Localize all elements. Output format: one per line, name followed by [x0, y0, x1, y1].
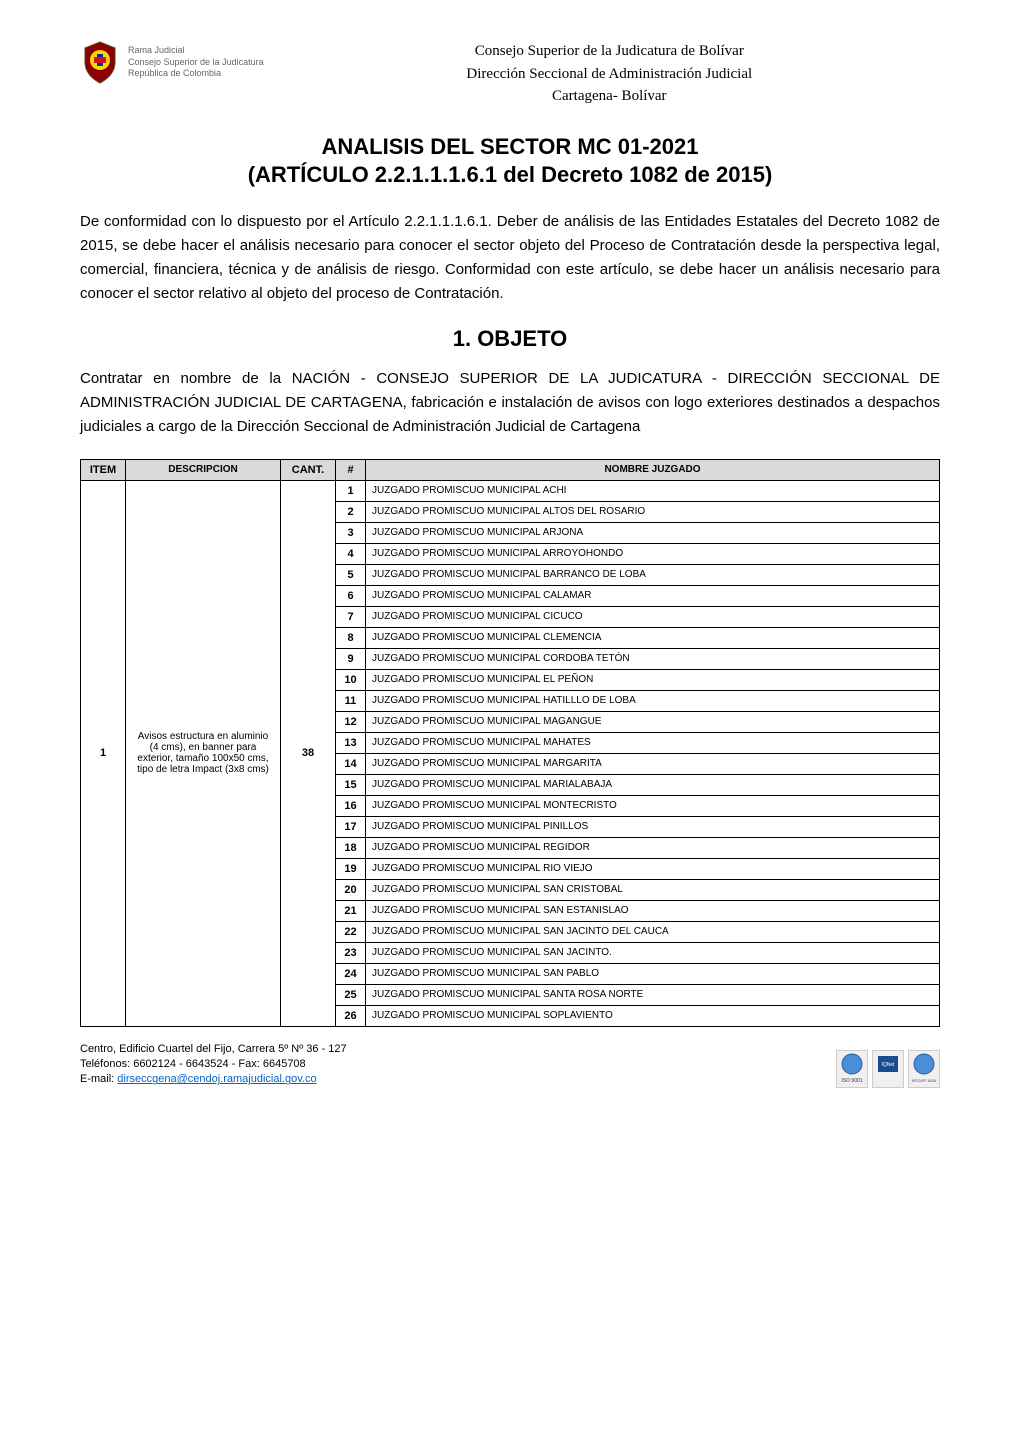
td-num: 24 — [336, 963, 366, 984]
td-cant: 38 — [281, 480, 336, 1026]
td-num: 11 — [336, 690, 366, 711]
td-num: 17 — [336, 816, 366, 837]
td-num: 19 — [336, 858, 366, 879]
td-nombre: JUZGADO PROMISCUO MUNICIPAL REGIDOR — [366, 837, 940, 858]
logo-line1: Rama Judicial — [128, 45, 264, 57]
shield-icon — [80, 40, 120, 85]
td-nombre: JUZGADO PROMISCUO MUNICIPAL MAHATES — [366, 732, 940, 753]
title-line2: (ARTÍCULO 2.2.1.1.1.6.1 del Decreto 1082… — [80, 161, 940, 190]
svg-text:ISO 9001: ISO 9001 — [841, 1078, 862, 1084]
title-line1: ANALISIS DEL SECTOR MC 01-2021 — [80, 133, 940, 162]
td-num: 5 — [336, 564, 366, 585]
header-center: Consejo Superior de la Judicatura de Bol… — [279, 40, 940, 108]
iqnet-icon: IQNet — [874, 1052, 902, 1086]
td-num: 13 — [336, 732, 366, 753]
footer: Centro, Edificio Cuartel del Fijo, Carre… — [80, 1042, 940, 1088]
td-nombre: JUZGADO PROMISCUO MUNICIPAL PINILLOS — [366, 816, 940, 837]
td-num: 3 — [336, 522, 366, 543]
td-nombre: JUZGADO PROMISCUO MUNICIPAL SAN JACINTO … — [366, 921, 940, 942]
td-num: 10 — [336, 669, 366, 690]
intro-paragraph: De conformidad con lo dispuesto por el A… — [80, 210, 940, 306]
th-item: ITEM — [81, 459, 126, 480]
td-num: 22 — [336, 921, 366, 942]
td-nombre: JUZGADO PROMISCUO MUNICIPAL CALAMAR — [366, 585, 940, 606]
td-nombre: JUZGADO PROMISCUO MUNICIPAL EL PEÑON — [366, 669, 940, 690]
juzgados-table: ITEM DESCRIPCION CANT. # NOMBRE JUZGADO … — [80, 459, 940, 1027]
td-nombre: JUZGADO PROMISCUO MUNICIPAL ARJONA — [366, 522, 940, 543]
cert-badge-iqnet: IQNet — [872, 1050, 904, 1088]
icontec-ntcgp-icon: NTCGP 1000 — [910, 1052, 938, 1086]
td-item: 1 — [81, 480, 126, 1026]
svg-text:IQNet: IQNet — [881, 1062, 895, 1068]
footer-email-line: E-mail: dirseccgena@cendoj.ramajudicial.… — [80, 1072, 347, 1087]
footer-email-link[interactable]: dirseccgena@cendoj.ramajudicial.gov.co — [117, 1073, 316, 1085]
td-nombre: JUZGADO PROMISCUO MUNICIPAL ALTOS DEL RO… — [366, 501, 940, 522]
td-nombre: JUZGADO PROMISCUO MUNICIPAL MONTECRISTO — [366, 795, 940, 816]
title-block: ANALISIS DEL SECTOR MC 01-2021 (ARTÍCULO… — [80, 133, 940, 190]
header-center-line3: Cartagena- Bolívar — [279, 85, 940, 108]
header-center-line2: Dirección Seccional de Administración Ju… — [279, 63, 940, 86]
td-nombre: JUZGADO PROMISCUO MUNICIPAL MARIALABAJA — [366, 774, 940, 795]
table-row: 1Avisos estructura en aluminio (4 cms), … — [81, 480, 940, 501]
logo-line3: República de Colombia — [128, 68, 264, 80]
logo-area: Rama Judicial Consejo Superior de la Jud… — [80, 40, 264, 85]
td-nombre: JUZGADO PROMISCUO MUNICIPAL SOPLAVIENTO — [366, 1005, 940, 1026]
footer-certifications: ISO 9001 IQNet NTCGP 1000 — [836, 1050, 940, 1088]
td-nombre: JUZGADO PROMISCUO MUNICIPAL CORDOBA TETÓ… — [366, 648, 940, 669]
td-num: 1 — [336, 480, 366, 501]
footer-phones: Teléfonos: 6602124 - 6643524 - Fax: 6645… — [80, 1057, 347, 1072]
table-header-row: ITEM DESCRIPCION CANT. # NOMBRE JUZGADO — [81, 459, 940, 480]
document-header: Rama Judicial Consejo Superior de la Jud… — [80, 40, 940, 108]
td-num: 14 — [336, 753, 366, 774]
td-nombre: JUZGADO PROMISCUO MUNICIPAL CLEMENCIA — [366, 627, 940, 648]
td-nombre: JUZGADO PROMISCUO MUNICIPAL SAN CRISTOBA… — [366, 879, 940, 900]
td-num: 21 — [336, 900, 366, 921]
th-cant: CANT. — [281, 459, 336, 480]
td-nombre: JUZGADO PROMISCUO MUNICIPAL RIO VIEJO — [366, 858, 940, 879]
td-num: 12 — [336, 711, 366, 732]
td-nombre: JUZGADO PROMISCUO MUNICIPAL SAN PABLO — [366, 963, 940, 984]
td-nombre: JUZGADO PROMISCUO MUNICIPAL SAN ESTANISL… — [366, 900, 940, 921]
td-nombre: JUZGADO PROMISCUO MUNICIPAL SANTA ROSA N… — [366, 984, 940, 1005]
td-descripcion: Avisos estructura en aluminio (4 cms), e… — [126, 480, 281, 1026]
td-nombre: JUZGADO PROMISCUO MUNICIPAL SAN JACINTO. — [366, 942, 940, 963]
td-num: 16 — [336, 795, 366, 816]
td-num: 25 — [336, 984, 366, 1005]
logo-line2: Consejo Superior de la Judicatura — [128, 57, 264, 69]
footer-email-label: E-mail: — [80, 1073, 117, 1085]
th-num: # — [336, 459, 366, 480]
td-nombre: JUZGADO PROMISCUO MUNICIPAL BARRANCO DE … — [366, 564, 940, 585]
td-nombre: JUZGADO PROMISCUO MUNICIPAL MARGARITA — [366, 753, 940, 774]
logo-text: Rama Judicial Consejo Superior de la Jud… — [128, 45, 264, 80]
header-center-line1: Consejo Superior de la Judicatura de Bol… — [279, 40, 940, 63]
section-1-title: 1. OBJETO — [80, 326, 940, 352]
svg-text:NTCGP 1000: NTCGP 1000 — [912, 1078, 937, 1083]
td-num: 6 — [336, 585, 366, 606]
td-num: 9 — [336, 648, 366, 669]
td-num: 18 — [336, 837, 366, 858]
icontec-icon: ISO 9001 — [838, 1052, 866, 1086]
cert-badge-ntcgp: NTCGP 1000 — [908, 1050, 940, 1088]
th-nombre: NOMBRE JUZGADO — [366, 459, 940, 480]
td-num: 4 — [336, 543, 366, 564]
td-num: 26 — [336, 1005, 366, 1026]
footer-address: Centro, Edificio Cuartel del Fijo, Carre… — [80, 1042, 347, 1057]
td-nombre: JUZGADO PROMISCUO MUNICIPAL HATILLLO DE … — [366, 690, 940, 711]
td-num: 7 — [336, 606, 366, 627]
footer-left: Centro, Edificio Cuartel del Fijo, Carre… — [80, 1042, 347, 1088]
td-num: 23 — [336, 942, 366, 963]
td-num: 20 — [336, 879, 366, 900]
th-descripcion: DESCRIPCION — [126, 459, 281, 480]
cert-badge-iso: ISO 9001 — [836, 1050, 868, 1088]
td-nombre: JUZGADO PROMISCUO MUNICIPAL ARROYOHONDO — [366, 543, 940, 564]
td-nombre: JUZGADO PROMISCUO MUNICIPAL MAGANGUE — [366, 711, 940, 732]
td-num: 15 — [336, 774, 366, 795]
td-num: 8 — [336, 627, 366, 648]
objeto-paragraph: Contratar en nombre de la NACIÓN - CONSE… — [80, 367, 940, 439]
td-nombre: JUZGADO PROMISCUO MUNICIPAL ACHI — [366, 480, 940, 501]
td-nombre: JUZGADO PROMISCUO MUNICIPAL CICUCO — [366, 606, 940, 627]
td-num: 2 — [336, 501, 366, 522]
